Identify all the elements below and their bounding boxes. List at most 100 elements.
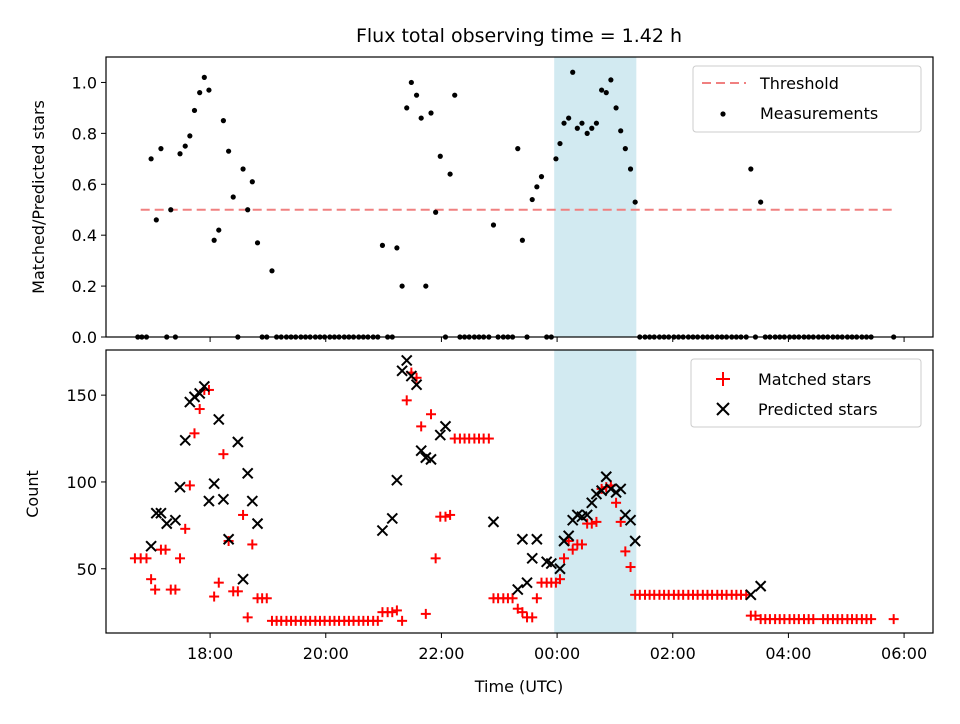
predicted-star-point	[188, 391, 201, 403]
measurement-point	[206, 87, 212, 93]
predicted-star-point	[531, 533, 543, 545]
predicted-star-point	[386, 512, 398, 525]
measurement-point	[182, 143, 188, 149]
matched-star-point	[559, 553, 570, 564]
predicted-star-point	[562, 530, 575, 542]
measurement-point	[254, 240, 261, 246]
bottom-y-tick-label: 50	[77, 560, 97, 579]
matched-star-point	[808, 614, 819, 625]
x-tick-label: 18:00	[187, 644, 233, 663]
measurement-point	[622, 146, 628, 152]
matched-star-point	[625, 562, 636, 573]
predicted-star-point	[590, 488, 603, 500]
matched-star-point	[170, 584, 181, 595]
top-y-tick-label: 0.8	[72, 124, 97, 143]
matched-star-point	[397, 615, 408, 626]
measurement-point	[399, 283, 405, 289]
legend-matched-swatch	[716, 372, 730, 386]
bottom-y-tick-label: 150	[66, 386, 97, 405]
predicted-star-point	[425, 453, 437, 466]
measurement-point	[570, 69, 576, 75]
predicted-star-point	[405, 370, 418, 382]
matched-star-point	[426, 409, 437, 420]
predicted-star-point	[614, 483, 627, 495]
measurement-point	[534, 184, 540, 190]
predicted-star-point	[232, 436, 244, 448]
matched-star-point	[420, 608, 431, 619]
predicted-star-point	[208, 477, 220, 490]
x-tick-label: 22:00	[418, 644, 464, 663]
measurement-point	[553, 156, 559, 162]
predicted-star-point	[401, 354, 413, 367]
matched-star-point	[440, 511, 451, 522]
x-tick-label: 06:00	[881, 644, 927, 663]
measurement-point	[748, 166, 754, 172]
measurement-point	[168, 207, 174, 213]
bottom-x-ticks: 18:00 20:00 22:00 00:00 02:00 04:00 06:00	[187, 633, 927, 663]
predicted-star-point	[586, 497, 598, 509]
measurement-point	[191, 107, 198, 114]
measurement-point	[226, 148, 232, 154]
matched-star-point	[209, 591, 220, 602]
matched-star-point	[517, 607, 528, 618]
predicted-star-point	[415, 444, 427, 457]
matched-star-point	[189, 428, 200, 439]
measurement-point	[593, 120, 600, 126]
measurement-point	[529, 196, 535, 203]
predicted-star-point	[526, 552, 538, 565]
matched-star-point	[247, 539, 258, 550]
bottom-legend-box	[690, 358, 922, 428]
matched-star-point	[888, 614, 899, 625]
matched-star-point	[232, 586, 243, 597]
predicted-star-point	[545, 557, 558, 570]
measurement-point	[216, 227, 222, 233]
predicted-star-point	[439, 420, 452, 433]
top-y-axis-label: Matched/Predicted stars	[29, 100, 48, 294]
measurement-point	[519, 237, 525, 243]
matched-star-point	[223, 535, 234, 546]
measurement-point	[153, 217, 159, 223]
measurement-point	[245, 207, 251, 213]
measurement-point	[613, 105, 619, 111]
measurement-point	[603, 90, 609, 96]
predicted-star-point	[161, 517, 173, 530]
predicted-star-point	[376, 524, 389, 537]
measurement-point	[428, 110, 434, 116]
matched-star-point	[401, 395, 412, 406]
matched-star-point	[576, 539, 587, 550]
top-y-tick-label: 0.2	[72, 277, 97, 296]
measurement-point	[240, 166, 246, 172]
legend-threshold-label: Threshold	[759, 74, 839, 93]
top-y-tick-label: 0.4	[72, 226, 97, 245]
predicted-star-point	[624, 514, 637, 526]
matched-star-point	[430, 553, 441, 564]
x-axis-label: Time (UTC)	[474, 677, 563, 696]
measurement-point	[177, 151, 183, 157]
legend-measurement-swatch	[720, 111, 726, 117]
x-tick-label: 02:00	[650, 644, 696, 663]
predicted-star-point	[512, 583, 524, 596]
measurement-point	[201, 74, 207, 80]
measurement-point	[148, 156, 154, 162]
legend-measurements-label: Measurements	[760, 104, 878, 123]
predicted-star-point	[595, 484, 608, 497]
legend-matched-label: Matched stars	[758, 370, 871, 389]
measurement-point	[561, 120, 567, 126]
predicted-star-point	[150, 507, 163, 519]
predicted-star-point	[179, 434, 191, 446]
matched-star-point	[445, 509, 456, 520]
measurement-point	[408, 79, 414, 86]
measurement-point	[158, 146, 164, 152]
measurement-point	[599, 87, 605, 93]
legend-predicted-label: Predicted stars	[758, 400, 878, 419]
top-y-ticks: 0.0 0.2 0.4 0.6 0.8 1.0	[72, 73, 106, 347]
matched-star-point	[194, 404, 205, 415]
measurement-point	[574, 125, 580, 131]
top-x-ticks	[209, 337, 905, 342]
matched-star-point	[180, 523, 191, 534]
matched-star-point	[416, 421, 427, 432]
bottom-y-ticks: 50 100 150	[66, 386, 106, 579]
top-legend: Threshold Measurements	[692, 65, 922, 133]
measurement-point	[211, 237, 217, 243]
measurement-point	[197, 90, 203, 96]
